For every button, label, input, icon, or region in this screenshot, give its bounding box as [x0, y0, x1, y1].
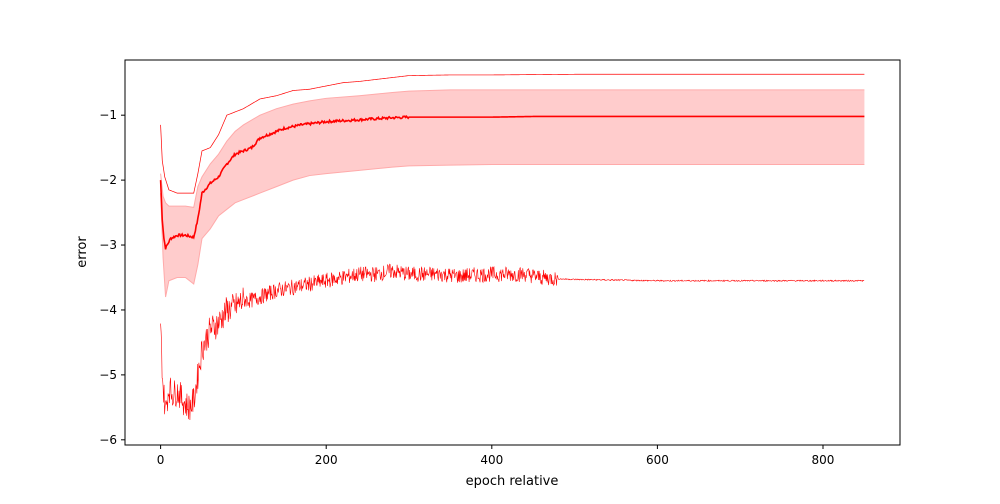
- max-series-line: [160, 73, 865, 194]
- x-axis-label: epoch relative: [466, 474, 559, 489]
- y-tick-label: −6: [99, 433, 117, 447]
- y-tick-label: −3: [99, 238, 117, 252]
- x-tick-label: 400: [480, 453, 503, 467]
- min-series-line: [160, 263, 865, 421]
- x-tick-label: 0: [157, 453, 165, 467]
- y-tick-label: −2: [99, 173, 117, 187]
- y-tick-label: −4: [99, 303, 117, 317]
- x-tick-label: 600: [646, 453, 669, 467]
- x-tick-label: 800: [812, 453, 835, 467]
- y-tick-label: −1: [99, 108, 117, 122]
- x-tick-label: 200: [315, 453, 338, 467]
- series-layer: [159, 73, 865, 421]
- y-axis-ticks: −6 −5 −4 −3 −2 −1: [99, 108, 125, 447]
- std-band-area: [160, 89, 865, 297]
- y-axis-label: error: [75, 236, 90, 268]
- upper-band-edge-line: [160, 89, 865, 208]
- lower-band-edge-line: [160, 164, 865, 298]
- y-tick-label: −5: [99, 368, 117, 382]
- x-axis-ticks: 0 200 400 600 800: [157, 445, 835, 467]
- mean-series-line: [159, 114, 865, 250]
- band-layer: [160, 89, 865, 298]
- plot-frame: [124, 59, 901, 446]
